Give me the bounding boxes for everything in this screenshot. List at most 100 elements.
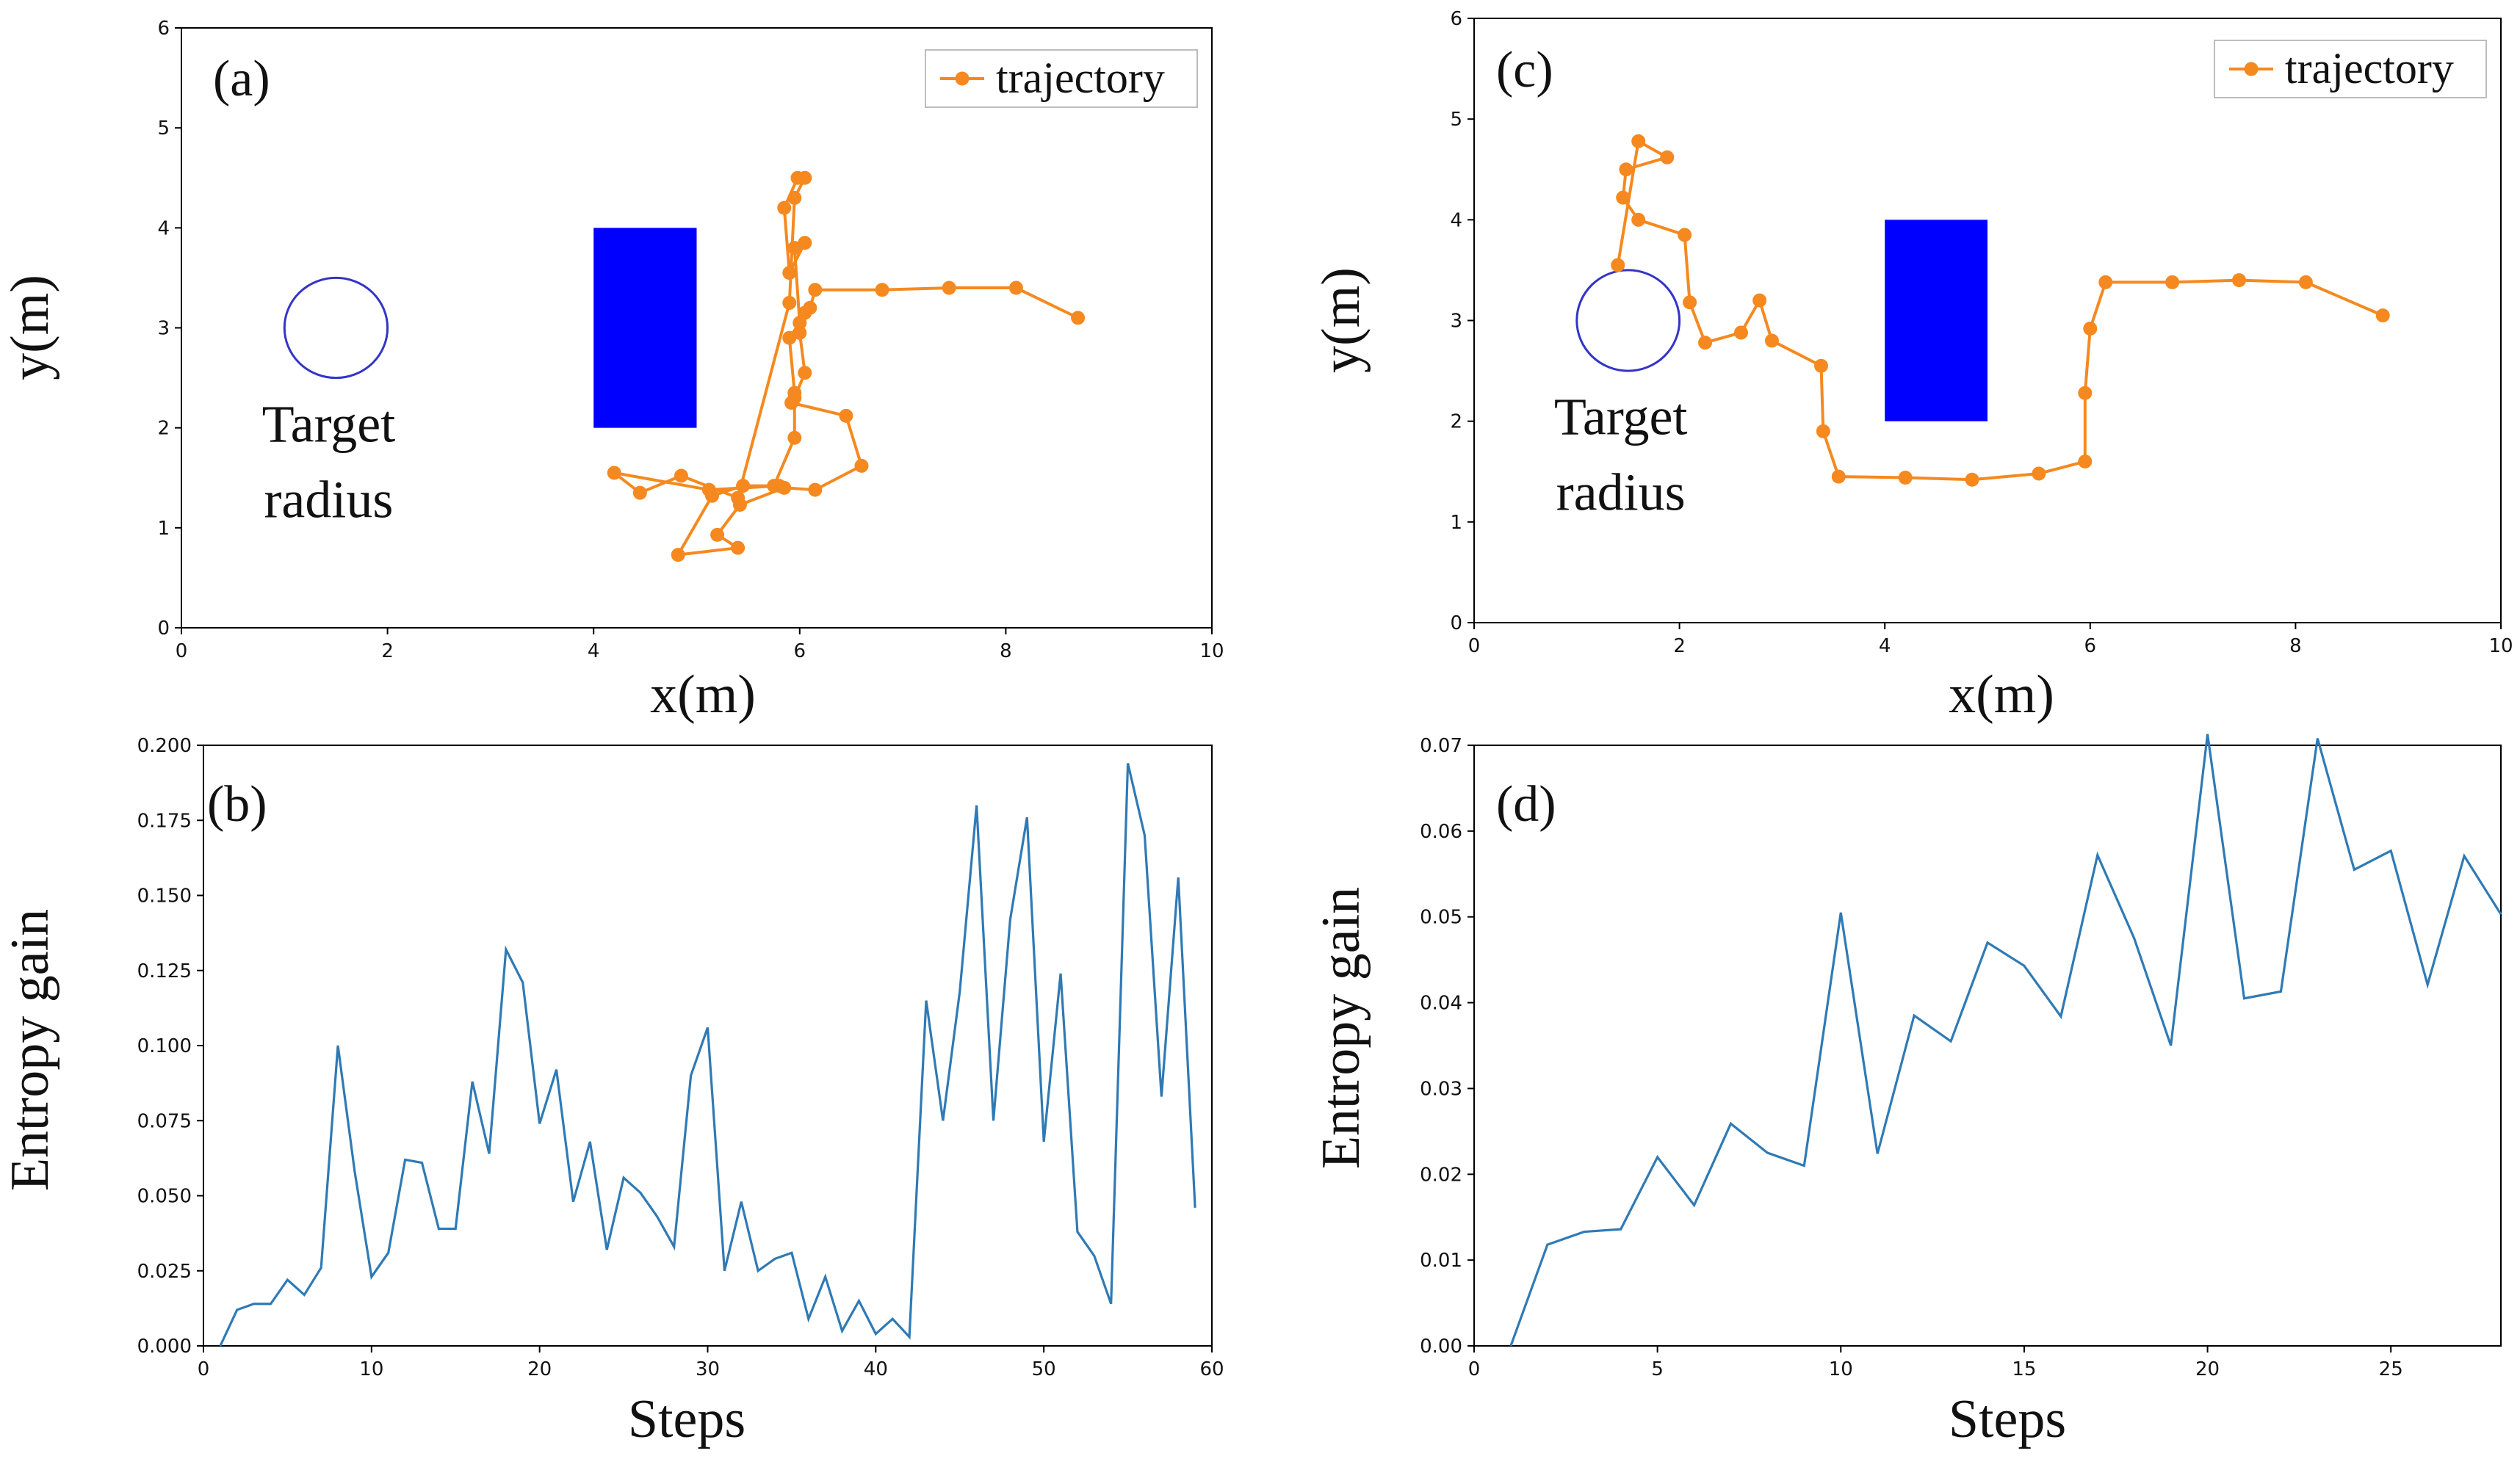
x-tick-label: 0	[1468, 635, 1481, 657]
target-radius-label: radius	[1556, 463, 1686, 522]
x-tick-label: 8	[1000, 640, 1012, 662]
obstacle-rectangle	[1885, 220, 1988, 421]
x-tick-label: 6	[794, 640, 806, 662]
trajectory-point	[736, 479, 751, 493]
trajectory-point	[701, 482, 716, 497]
y-tick-label: 4	[157, 217, 170, 239]
trajectory-point	[875, 283, 889, 297]
y-tick-label: 1	[157, 518, 170, 540]
x-tick-label: 25	[2379, 1358, 2403, 1380]
trajectory-point	[782, 330, 797, 345]
trajectory-point	[671, 548, 685, 562]
y-tick-label: 2	[1450, 411, 1462, 433]
trajectory-point	[2078, 385, 2093, 400]
trajectory-point	[1678, 228, 1692, 242]
trajectory-point	[777, 200, 792, 215]
y-tick-label: 0.04	[1420, 993, 1462, 1015]
x-axis-label: x(m)	[650, 665, 756, 725]
y-tick-label: 0.100	[137, 1035, 192, 1057]
y-tick-label: 0.125	[137, 960, 192, 982]
trajectory-point	[787, 430, 802, 445]
y-tick-label: 3	[157, 318, 170, 340]
trajectory-point	[793, 316, 807, 330]
trajectory-point	[674, 468, 688, 483]
y-tick-label: 5	[157, 117, 170, 140]
y-tick-label: 0.050	[137, 1186, 192, 1208]
x-tick-label: 20	[527, 1358, 552, 1380]
y-tick-label: 0.075	[137, 1110, 192, 1132]
legend-marker-swatch	[2244, 62, 2259, 76]
x-tick-label: 5	[1651, 1358, 1664, 1380]
trajectory-point	[710, 527, 725, 542]
x-tick-label: 10	[359, 1358, 383, 1380]
x-tick-label: 15	[2012, 1358, 2036, 1380]
trajectory-point	[787, 190, 802, 205]
trajectory-point	[2298, 275, 2313, 289]
obstacle-rectangle	[593, 228, 697, 428]
panel-label: (a)	[213, 51, 270, 107]
y-tick-label: 0.175	[137, 810, 192, 832]
trajectory-point	[632, 485, 647, 500]
plot-frame	[203, 745, 1213, 1347]
trajectory-point	[1008, 280, 1023, 295]
panel-label: (c)	[1496, 42, 1553, 98]
x-axis-label: x(m)	[1949, 665, 2054, 725]
y-tick-label: 0.02	[1420, 1164, 1462, 1186]
y-tick-label: 0.150	[137, 886, 192, 908]
legend-marker-swatch	[955, 71, 970, 86]
trajectory-point	[2165, 275, 2180, 289]
entropy-gain-line	[219, 763, 1196, 1347]
x-tick-label: 10	[1199, 640, 1224, 662]
y-tick-label: 6	[157, 18, 170, 40]
trajectory-point	[2078, 455, 2093, 469]
legend-label: trajectory	[996, 54, 1165, 102]
trajectory-point	[772, 479, 787, 493]
y-tick-label: 0	[1450, 612, 1462, 634]
y-tick-label: 0.05	[1420, 907, 1462, 929]
y-tick-label: 0.025	[137, 1261, 192, 1283]
trajectory-point	[798, 236, 812, 250]
y-axis-label: Entropy gain	[1311, 887, 1371, 1169]
x-tick-label: 8	[2289, 635, 2302, 657]
trajectory-point	[607, 466, 621, 480]
panel-label: (b)	[207, 776, 267, 833]
target-radius-label: Target	[262, 395, 396, 454]
trajectory-point	[1814, 358, 1829, 373]
trajectory-point	[1683, 295, 1697, 310]
trajectory-point	[2083, 321, 2098, 336]
y-tick-label: 2	[157, 418, 170, 440]
x-tick-label: 10	[2488, 635, 2513, 657]
x-tick-label: 2	[381, 640, 394, 662]
target-radius-circle	[283, 276, 389, 380]
trajectory-point	[2375, 308, 2390, 323]
y-tick-label: 4	[1450, 209, 1462, 231]
trajectory-point	[2232, 273, 2247, 288]
trajectory-point	[1965, 472, 1979, 487]
trajectory-point	[808, 482, 823, 497]
trajectory-point	[793, 325, 807, 340]
target-radius-circle	[1575, 269, 1681, 372]
y-tick-label: 0.000	[137, 1336, 192, 1358]
trajectory-point	[1660, 150, 1675, 164]
y-axis-label: y(m)	[1311, 267, 1371, 373]
trajectory-point	[839, 408, 853, 423]
trajectory-point	[1733, 325, 1748, 340]
trajectory-point	[787, 241, 802, 256]
chart-c: 0 2 4 6 8 10 0 1 2 3 4 5 6 x(m) y(m) (c) Target radius tra…	[1311, 8, 2513, 725]
trajectory-point	[731, 540, 745, 555]
x-tick-label: 60	[1199, 1358, 1224, 1380]
trajectory-point	[1898, 470, 1913, 485]
trajectory-line	[1616, 140, 2384, 482]
x-tick-label: 4	[1879, 635, 1891, 657]
x-tick-label: 4	[588, 640, 600, 662]
x-tick-label: 10	[1829, 1358, 1853, 1380]
y-tick-label: 0.07	[1420, 735, 1462, 757]
x-tick-label: 20	[2195, 1358, 2220, 1380]
y-tick-label: 5	[1450, 109, 1462, 131]
trajectory-point	[808, 283, 823, 297]
trajectory-point	[2098, 275, 2113, 289]
y-tick-label: 0.200	[137, 735, 192, 757]
y-tick-label: 6	[1450, 8, 1462, 30]
chart-b: 0 10 20 30 40 50 60 0.000 0.025 0.050 0.075 0.100 0.…	[0, 735, 1224, 1449]
